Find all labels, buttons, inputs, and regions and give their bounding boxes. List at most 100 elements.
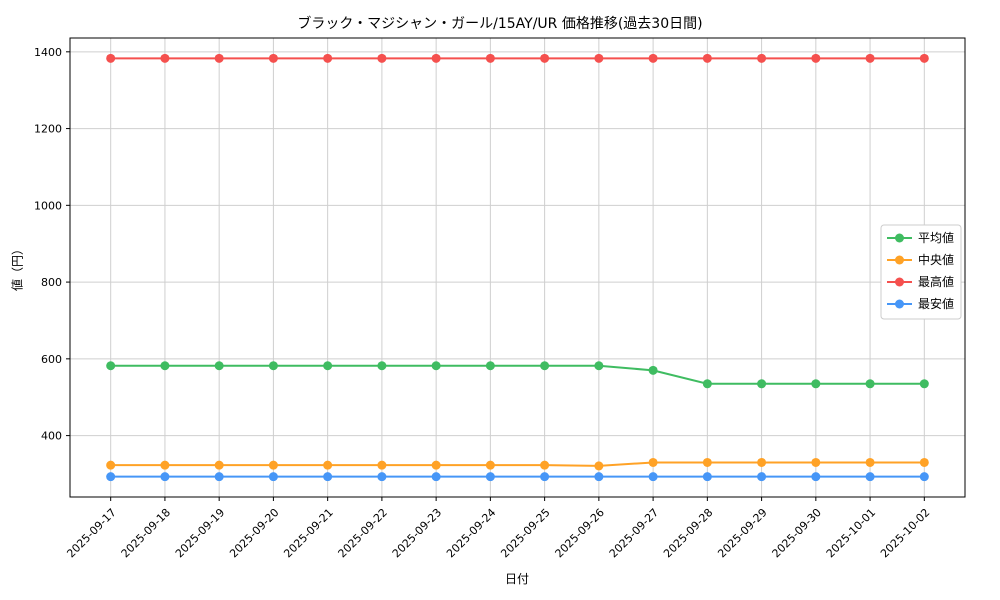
- y-tick-label: 800: [41, 276, 62, 289]
- legend-label: 中央値: [918, 252, 954, 267]
- series-marker: [431, 53, 441, 63]
- series-2: [106, 53, 929, 63]
- series-marker: [757, 457, 767, 467]
- series-marker: [702, 53, 712, 63]
- series-marker: [702, 379, 712, 389]
- series-marker: [919, 379, 929, 389]
- series-marker: [540, 472, 550, 482]
- grid-lines: [70, 38, 965, 497]
- y-tick-label: 1400: [34, 46, 62, 59]
- x-tick-label: 2025-09-17: [64, 506, 118, 560]
- series-marker: [811, 379, 821, 389]
- x-tick-label: 2025-09-25: [498, 506, 552, 560]
- series-marker: [214, 472, 224, 482]
- series-marker: [757, 472, 767, 482]
- series-marker: [106, 460, 116, 470]
- series-marker: [377, 472, 387, 482]
- y-tick-label: 400: [41, 430, 62, 443]
- series-marker: [431, 472, 441, 482]
- y-tick-label: 1200: [34, 123, 62, 136]
- series-marker: [268, 53, 278, 63]
- x-tick-label: 2025-09-23: [390, 506, 444, 560]
- plot-border: [69, 37, 966, 498]
- series-marker: [377, 460, 387, 470]
- series-marker: [811, 457, 821, 467]
- series-marker: [431, 361, 441, 371]
- x-tick-label: 2025-09-20: [227, 506, 281, 560]
- series-marker: [865, 472, 875, 482]
- x-tick-label: 2025-09-21: [281, 506, 335, 560]
- series-marker: [323, 361, 333, 371]
- legend-item: 最高値: [887, 274, 954, 289]
- series-marker: [648, 457, 658, 467]
- series-marker: [431, 460, 441, 470]
- chart-title: ブラック・マジシャン・ガール/15AY/UR 価格推移(過去30日間): [297, 16, 703, 32]
- series-marker: [540, 361, 550, 371]
- series-marker: [919, 457, 929, 467]
- series-marker: [106, 472, 116, 482]
- series-marker: [757, 379, 767, 389]
- legend-marker: [895, 299, 904, 309]
- legend-item: 中央値: [887, 252, 954, 267]
- series-marker: [648, 472, 658, 482]
- legend-label: 最安値: [918, 296, 954, 311]
- series-marker: [648, 365, 658, 375]
- series-marker: [702, 457, 712, 467]
- x-tick-label: 2025-09-26: [553, 506, 607, 560]
- legend-label: 平均値: [918, 230, 954, 245]
- series-marker: [323, 53, 333, 63]
- series-marker: [865, 379, 875, 389]
- series-marker: [106, 53, 116, 63]
- y-tick-label: 600: [41, 353, 62, 366]
- series-marker: [377, 361, 387, 371]
- series-marker: [268, 472, 278, 482]
- y-tick-label: 1000: [34, 199, 62, 212]
- series-marker: [485, 472, 495, 482]
- legend-item: 最安値: [887, 296, 954, 311]
- series-marker: [323, 472, 333, 482]
- series-line-1: [110, 461, 925, 467]
- legend-item: 平均値: [887, 230, 954, 245]
- series-marker: [594, 461, 604, 471]
- series-marker: [214, 460, 224, 470]
- series-marker: [160, 53, 170, 63]
- series-marker: [377, 53, 387, 63]
- legend-marker: [895, 277, 904, 287]
- series-marker: [160, 460, 170, 470]
- series-marker: [757, 53, 767, 63]
- series-marker: [485, 361, 495, 371]
- series-marker: [811, 53, 821, 63]
- series-marker: [160, 472, 170, 482]
- series-marker: [702, 472, 712, 482]
- series-marker: [919, 53, 929, 63]
- series-marker: [919, 472, 929, 482]
- x-tick-label: 2025-09-22: [336, 506, 390, 560]
- legend-marker: [895, 233, 904, 243]
- series-marker: [648, 53, 658, 63]
- x-tick-label: 2025-09-30: [770, 506, 824, 560]
- series-marker: [594, 472, 604, 482]
- x-tick-label: 2025-09-24: [444, 506, 498, 560]
- series-marker: [865, 457, 875, 467]
- x-tick-label: 2025-09-27: [607, 506, 661, 560]
- series-marker: [160, 361, 170, 371]
- series-marker: [268, 361, 278, 371]
- series-marker: [865, 53, 875, 63]
- x-axis-ticks: 2025-09-17 2025-09-18 2025-09-19 2025-09-20…: [64, 497, 932, 560]
- series-line-0: [110, 364, 925, 385]
- series-marker: [268, 460, 278, 470]
- x-tick-label: 2025-10-02: [878, 506, 932, 560]
- series-marker: [485, 460, 495, 470]
- series-1: [106, 457, 929, 471]
- series-marker: [811, 472, 821, 482]
- series-marker: [485, 53, 495, 63]
- series-0: [106, 361, 929, 389]
- x-axis-label: 日付: [504, 572, 530, 586]
- series-marker: [540, 460, 550, 470]
- x-tick-label: 2025-09-29: [715, 506, 769, 560]
- series-marker: [540, 53, 550, 63]
- x-tick-label: 2025-09-18: [119, 506, 173, 560]
